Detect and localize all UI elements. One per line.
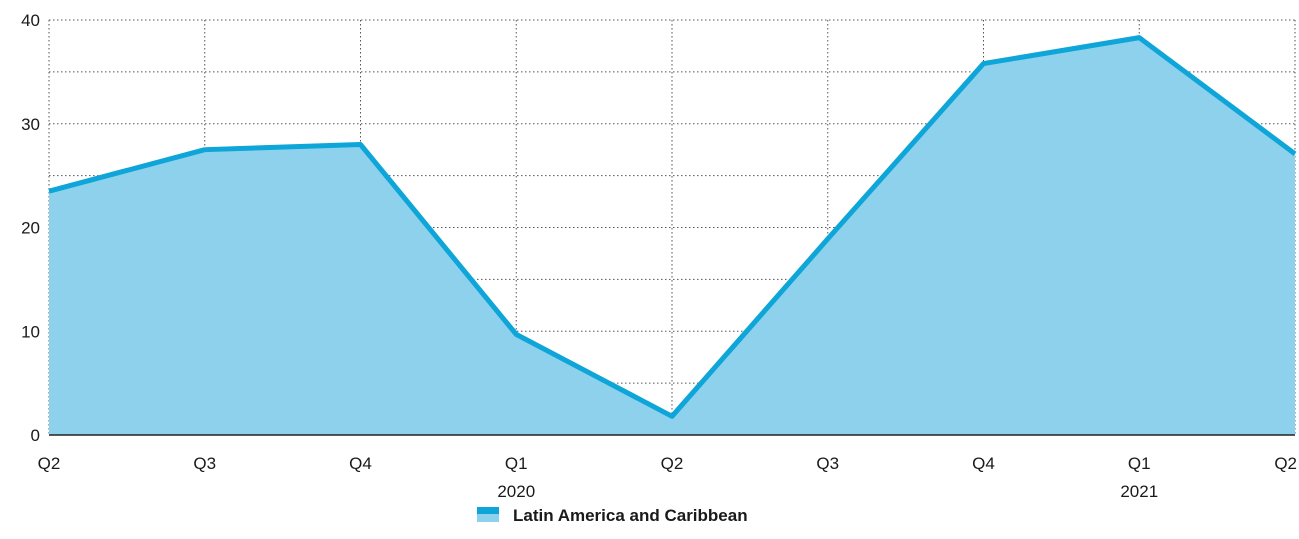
series-area-fill bbox=[49, 37, 1295, 435]
label-layer: 0 10 20 30 40 Q2 Q3 Q4 Q1 2020 Q2 Q3 Q4 Q1 2021 Q2 bbox=[21, 11, 1297, 501]
x-tick-label: Q2 bbox=[1274, 454, 1297, 473]
y-tick-label: 10 bbox=[21, 322, 40, 341]
x-tick-label: Q3 bbox=[816, 454, 839, 473]
y-tick-label: 20 bbox=[21, 219, 40, 238]
x-year-label: 2020 bbox=[497, 482, 535, 501]
x-tick-label: Q2 bbox=[661, 454, 684, 473]
legend-swatch-line bbox=[477, 507, 499, 514]
legend-label: Latin America and Caribbean bbox=[513, 506, 748, 525]
y-tick-label: 40 bbox=[21, 11, 40, 30]
x-year-label: 2021 bbox=[1120, 482, 1158, 501]
x-tick-label: Q1 bbox=[505, 454, 528, 473]
x-tick-label: Q1 bbox=[1128, 454, 1151, 473]
x-tick-label: Q2 bbox=[38, 454, 61, 473]
area-layer bbox=[48, 35, 1297, 435]
legend: Latin America and Caribbean bbox=[477, 506, 748, 525]
legend-swatch-fill bbox=[477, 514, 499, 522]
x-tick-label: Q3 bbox=[193, 454, 216, 473]
y-tick-label: 0 bbox=[31, 426, 40, 445]
x-tick-label: Q4 bbox=[972, 454, 995, 473]
x-tick-label: Q4 bbox=[349, 454, 372, 473]
y-tick-label: 30 bbox=[21, 115, 40, 134]
